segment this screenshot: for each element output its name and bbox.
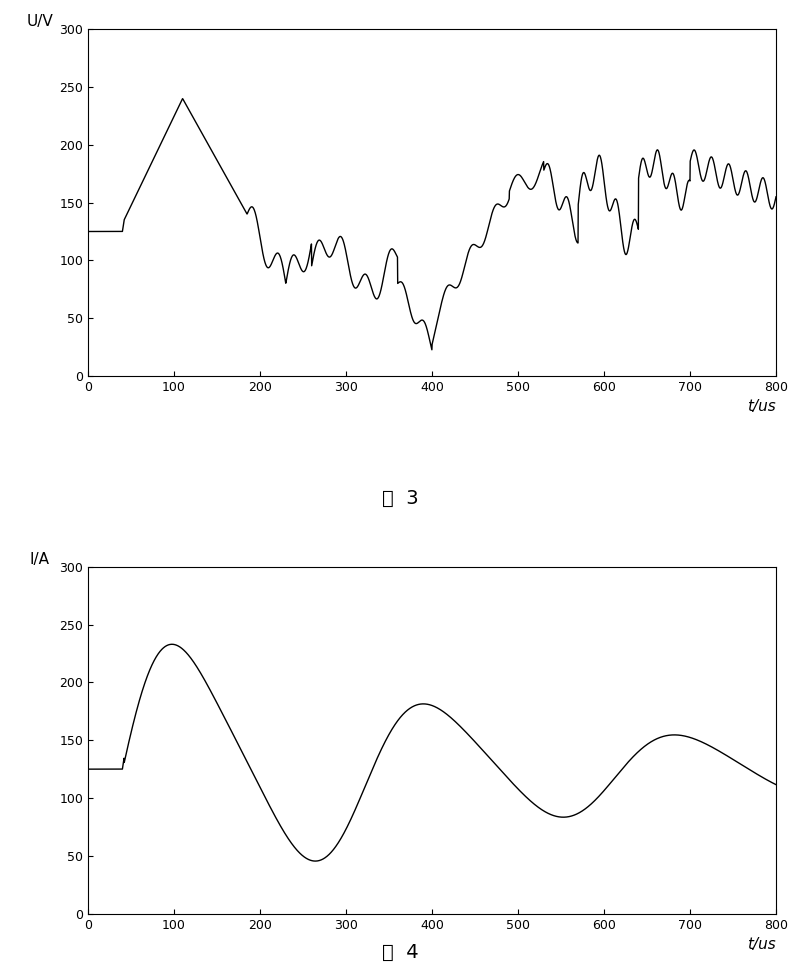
- X-axis label: t/us: t/us: [747, 937, 776, 953]
- Text: 图  3: 图 3: [382, 489, 418, 508]
- X-axis label: t/us: t/us: [747, 399, 776, 414]
- Y-axis label: I/A: I/A: [30, 552, 50, 567]
- Text: 图  4: 图 4: [382, 943, 418, 962]
- Y-axis label: U/V: U/V: [26, 15, 54, 29]
